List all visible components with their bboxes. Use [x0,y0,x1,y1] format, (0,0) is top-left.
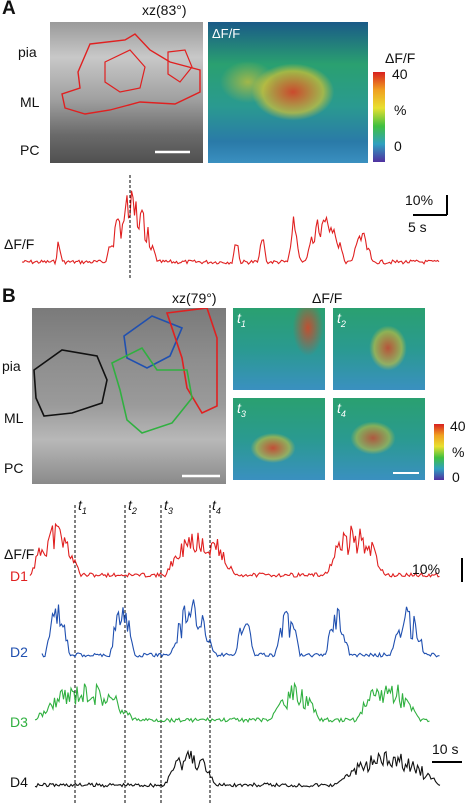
panel-b-tlabel-1: t1 [78,497,87,516]
panel-a-scale-y: 10% [405,192,434,208]
panel-b-frame-t1: t1 [233,308,325,390]
panel-a-colorbar-title: ΔF/F [385,50,416,66]
panel-b-colorbar [434,424,444,480]
panel-a-dff-image: ΔF/F [208,22,368,163]
panel-b-frame-scalebar [393,472,419,474]
panel-b-t1-label: t1 [237,310,246,329]
panel-b-roi-outlines [33,308,220,478]
panel-b-angle-label: xz(79°) [172,290,217,306]
panel-b-scale-y: 10% [412,561,441,577]
panel-a-trace-label: ΔF/F [4,236,35,252]
panel-b-layer-ml: ML [4,410,24,426]
panel-b-trace-d4 [34,749,441,788]
panel-a-angle-label: xz(83°) [142,2,187,18]
panel-b-trace-d2 [41,599,440,658]
panel-a-grayscale-image [50,22,203,163]
panel-b-frame-t3: t3 [233,398,325,480]
panel-b-t4-label: t4 [337,400,346,419]
panel-b-layer-pia: pia [2,358,21,374]
panel-b-grayscale-image [32,308,226,484]
panel-b-trace-d4-label: D4 [10,774,28,790]
panel-a-dff-label: ΔF/F [212,26,241,41]
panel-b-trace-dff-label: ΔF/F [4,546,35,562]
panel-b-trace-d1 [29,522,440,579]
panel-b-trace-d2-label: D2 [10,644,28,660]
panel-b-frame-t2: t2 [333,308,425,390]
panel-b-dff-label: ΔF/F [312,290,343,306]
panel-a-layer-pia: pia [18,44,37,60]
panel-b-t3-label: t3 [237,400,246,419]
panel-b-trace-d1-label: D1 [10,568,28,584]
panel-b-trace-d3 [34,681,430,724]
panel-b-tlabel-2: t2 [128,497,137,516]
panel-a-colorbar-min: 0 [394,138,402,154]
panel-a-colorbar-unit: % [394,102,407,118]
panel-b-layer-pc: PC [4,460,24,476]
panel-a-colorbar [373,72,385,162]
panel-a-scale-x: 5 s [408,219,427,235]
panel-b-scale-x: 10 s [432,741,459,757]
panel-b-trace-d3-label: D3 [10,714,28,730]
panel-b-frame-t4: t4 [333,398,425,480]
panel-b-tlabel-3: t3 [164,497,173,516]
panel-a-letter: A [2,0,16,19]
panel-a-layer-pc: PC [20,142,40,158]
panel-b-colorbar-unit: % [452,444,465,460]
panel-b-colorbar-max: 40 [450,418,466,434]
panel-a-roi-outlines [61,33,201,154]
panel-b-letter: B [2,286,16,307]
panel-b-colorbar-min: 0 [452,469,460,485]
panel-a-layer-ml: ML [20,94,40,110]
panel-b-tlabel-4: t4 [212,497,221,516]
panel-b-t2-label: t2 [337,310,346,329]
panel-a-colorbar-max: 40 [392,66,408,82]
panel-a-trace [21,190,440,266]
